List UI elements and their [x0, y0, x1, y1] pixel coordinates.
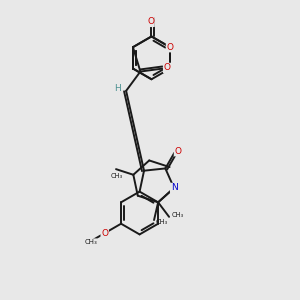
Text: CH₃: CH₃	[111, 173, 123, 179]
Text: CH₃: CH₃	[85, 239, 97, 245]
Text: O: O	[164, 64, 171, 73]
Text: O: O	[101, 229, 108, 238]
Text: O: O	[147, 17, 154, 26]
Text: CH₃: CH₃	[156, 219, 168, 225]
Text: O: O	[167, 43, 173, 52]
Text: H: H	[114, 84, 121, 93]
Text: CH₃: CH₃	[171, 212, 183, 218]
Text: N: N	[171, 184, 177, 193]
Text: O: O	[175, 147, 182, 156]
